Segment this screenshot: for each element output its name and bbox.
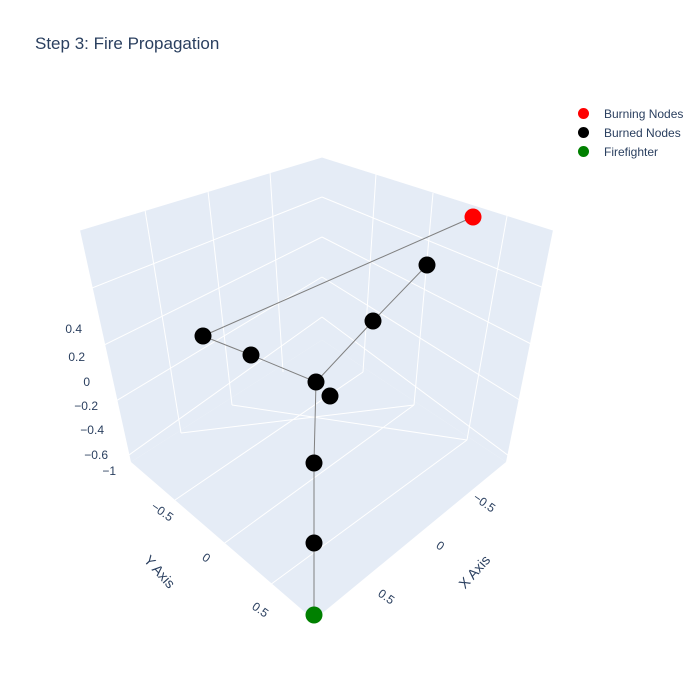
z-tick-label: 0.2	[68, 350, 85, 364]
node-firefighter[interactable]	[305, 606, 323, 624]
grid-line	[321, 276, 527, 405]
legend-label-firefighter: Firefighter	[604, 144, 659, 159]
x-axis-title: X Axis	[455, 552, 493, 592]
grid-line	[100, 276, 323, 411]
grid-line	[207, 190, 233, 406]
grid-line	[107, 316, 323, 471]
grid-line	[180, 404, 415, 434]
z-tick-label: 0.4	[65, 322, 82, 336]
z-tick-label: −0.6	[84, 448, 108, 462]
x-tick-label: 0	[434, 538, 448, 553]
legend-label-burned: Burned Nodes	[604, 125, 681, 140]
legend-item-burning[interactable]: Burning Nodes	[572, 104, 683, 123]
legend-item-burned[interactable]: Burned Nodes	[572, 123, 683, 142]
wall-back-right	[322, 157, 553, 462]
grid-line	[269, 439, 468, 586]
legend-item-firefighter[interactable]: Firefighter	[572, 142, 683, 161]
grid-line	[231, 404, 468, 441]
x-tick-label: −0.5	[471, 490, 499, 515]
legend-marker-firefighter	[578, 146, 589, 157]
edge-line	[202, 335, 252, 356]
legend-marker-burning	[578, 108, 589, 119]
grid-lines	[79, 156, 554, 586]
y-axis-title: Y Axis	[141, 552, 179, 591]
grid-line	[321, 196, 545, 289]
floor	[131, 340, 506, 620]
grid-line	[413, 192, 434, 406]
grid-line	[86, 196, 323, 291]
grid-line	[269, 171, 284, 373]
edge-line	[250, 354, 317, 383]
x-tick-label: 0.5	[375, 586, 397, 607]
z-tick-label: 0	[83, 375, 90, 389]
grid-line	[466, 215, 508, 441]
z-tick-label: −1	[102, 464, 116, 478]
grid-line	[144, 209, 182, 434]
node-burned-nodes[interactable]	[242, 346, 260, 364]
grid-line	[221, 404, 415, 546]
legend-label-burning: Burning Nodes	[604, 106, 684, 121]
grid-line	[93, 236, 323, 351]
node-burned-nodes[interactable]	[305, 454, 323, 472]
edges	[202, 216, 474, 615]
chart-title: Step 3: Fire Propagation	[35, 34, 220, 53]
grid-line	[79, 156, 323, 231]
grid-line	[321, 156, 554, 231]
node-burned-nodes[interactable]	[321, 387, 339, 405]
edge-line	[202, 216, 474, 337]
node-burned-nodes[interactable]	[307, 373, 325, 391]
node-burned-nodes[interactable]	[364, 312, 382, 330]
edge-line	[372, 264, 428, 322]
y-tick-label: −0.5	[149, 499, 177, 524]
node-burned-nodes[interactable]	[305, 534, 323, 552]
z-tick-label: −0.2	[74, 399, 98, 413]
node-burned-nodes[interactable]	[194, 327, 212, 345]
legend[interactable]: Burning Nodes Burned Nodes Firefighter	[572, 104, 683, 161]
node-burning-nodes[interactable]	[464, 208, 482, 226]
z-tick-label: −0.4	[80, 423, 104, 437]
grid-line	[321, 236, 536, 347]
legend-marker-burned	[578, 127, 589, 138]
nodes	[194, 208, 482, 624]
y-tick-label: 0.5	[249, 599, 271, 620]
edge-line	[313, 381, 317, 464]
edge-line	[315, 320, 374, 383]
node-burned-nodes[interactable]	[418, 256, 436, 274]
grid-line	[362, 173, 377, 373]
y-tick-label: 0	[200, 550, 214, 565]
